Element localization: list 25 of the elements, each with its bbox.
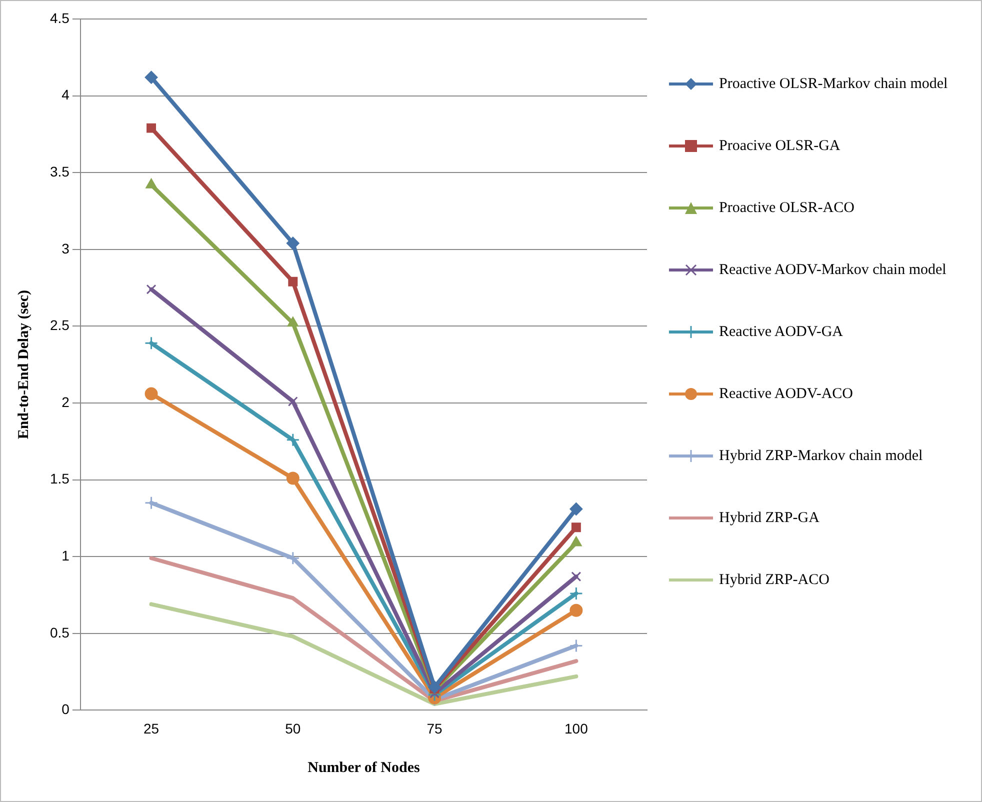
x-axis-title: Number of Nodes: [308, 760, 420, 776]
legend-label: Reactive AODV-ACO: [719, 385, 854, 403]
y-tick-label: 0: [62, 701, 70, 718]
y-tick-label: 0.5: [50, 624, 70, 640]
x-tick-label: 50: [285, 720, 301, 736]
legend-label: Proactive OLSR-Markov chain model: [719, 75, 948, 93]
y-axis-title: End-to-End Delay (sec): [16, 290, 32, 440]
y-tick-label: 2: [62, 394, 70, 410]
legend-label: Reactive AODV-Markov chain model: [719, 261, 946, 279]
legend-label: Hybrid ZRP-Markov chain model: [719, 447, 923, 465]
y-tick-label: 3: [62, 240, 70, 256]
legend-label: Hybrid ZRP-ACO: [719, 571, 830, 589]
legend-label: Proacive OLSR-GA: [719, 137, 840, 155]
x-tick-label: 25: [143, 720, 160, 736]
y-tick-label: 1: [62, 547, 70, 564]
x-tick-label: 75: [426, 720, 443, 736]
y-tick-label: 4.5: [50, 10, 70, 26]
y-tick-label: 2.5: [50, 317, 70, 334]
legend-label: Reactive AODV-GA: [719, 323, 844, 341]
legend-label: Hybrid ZRP-GA: [719, 509, 820, 527]
y-tick-label: 1.5: [50, 470, 70, 487]
legend-label: Proactive OLSR-ACO: [719, 199, 854, 217]
y-tick-label: 3.5: [50, 163, 70, 180]
x-tick-label: 100: [564, 720, 588, 736]
y-tick-label: 4: [62, 86, 70, 103]
